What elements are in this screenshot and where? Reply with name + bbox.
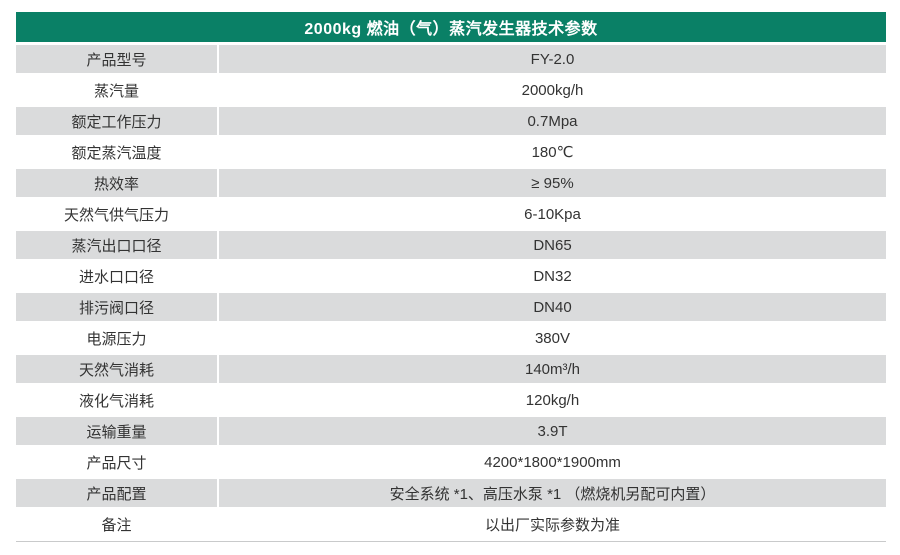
- param-value-cell: DN32: [533, 267, 572, 285]
- table-bottom-divider: [16, 541, 886, 542]
- param-value-cell: 140m³/h: [219, 355, 886, 383]
- table-row: 电源压力 380V: [16, 324, 886, 352]
- param-value-cell: 3.9T: [219, 417, 886, 445]
- param-value-cell: DN65: [219, 231, 886, 259]
- param-label-cell: 产品型号: [16, 45, 217, 73]
- param-label-cell: 额定工作压力: [16, 107, 217, 135]
- param-label-cell: 蒸汽量: [93, 82, 139, 100]
- table-row: 天然气供气压力 6-10Kpa: [16, 200, 886, 228]
- param-label-cell: 排污阀口径: [16, 293, 217, 321]
- table-row: 蒸汽量 2000kg/h: [16, 76, 886, 104]
- param-value-cell: DN40: [219, 293, 886, 321]
- param-label-cell: 产品尺寸: [86, 454, 147, 472]
- param-label-cell: 蒸汽出口口径: [16, 231, 217, 259]
- param-label-cell: 电源压力: [86, 330, 147, 348]
- param-label-cell: 运输重量: [16, 417, 217, 445]
- table-row: 进水口口径 DN32: [16, 262, 886, 290]
- param-label-cell: 产品配置: [16, 479, 217, 507]
- table-row: 备注 以出厂实际参数为准: [16, 510, 886, 538]
- param-value-cell: 安全系统 *1、高压水泵 *1 （燃烧机另配可内置）: [219, 479, 886, 507]
- param-value-cell: ≥ 95%: [219, 169, 886, 197]
- param-label-cell: 额定蒸汽温度: [71, 144, 162, 162]
- table-row: 额定工作压力 0.7Mpa: [16, 107, 886, 135]
- param-value-cell: 以出厂实际参数为准: [484, 516, 620, 534]
- table-row: 产品尺寸 4200*1800*1900mm: [16, 448, 886, 476]
- param-label-cell: 进水口口径: [78, 268, 154, 286]
- table-title: 2000kg 燃油（气）蒸汽发生器技术参数: [16, 12, 886, 42]
- table-row: 排污阀口径 DN40: [16, 293, 886, 321]
- table-row: 产品配置 安全系统 *1、高压水泵 *1 （燃烧机另配可内置）: [16, 479, 886, 507]
- param-value-cell: 6-10Kpa: [524, 205, 581, 223]
- param-value-cell: 180℃: [531, 144, 574, 161]
- param-value-cell: 0.7Mpa: [219, 107, 886, 135]
- param-value-cell: 2000kg/h: [521, 81, 584, 99]
- table-row: 蒸汽出口口径 DN65: [16, 231, 886, 259]
- table-row: 额定蒸汽温度 180℃: [16, 138, 886, 166]
- param-label-cell: 天然气消耗: [16, 355, 217, 383]
- table-row: 产品型号 FY-2.0: [16, 45, 886, 73]
- param-label-cell: 天然气供气压力: [63, 206, 169, 224]
- table-row: 运输重量 3.9T: [16, 417, 886, 445]
- spec-table: 2000kg 燃油（气）蒸汽发生器技术参数 产品型号 FY-2.0 蒸汽量 20…: [16, 12, 886, 542]
- param-label-cell: 备注: [101, 516, 132, 534]
- param-label-cell: 液化气消耗: [78, 392, 154, 410]
- param-value-cell: 120kg/h: [525, 391, 580, 409]
- param-value-cell: FY-2.0: [219, 45, 886, 73]
- param-label-cell: 热效率: [16, 169, 217, 197]
- param-value-cell: 4200*1800*1900mm: [484, 453, 621, 471]
- table-row: 液化气消耗 120kg/h: [16, 386, 886, 414]
- table-row: 天然气消耗 140m³/h: [16, 355, 886, 383]
- param-value-cell: 380V: [534, 329, 571, 347]
- table-row: 热效率 ≥ 95%: [16, 169, 886, 197]
